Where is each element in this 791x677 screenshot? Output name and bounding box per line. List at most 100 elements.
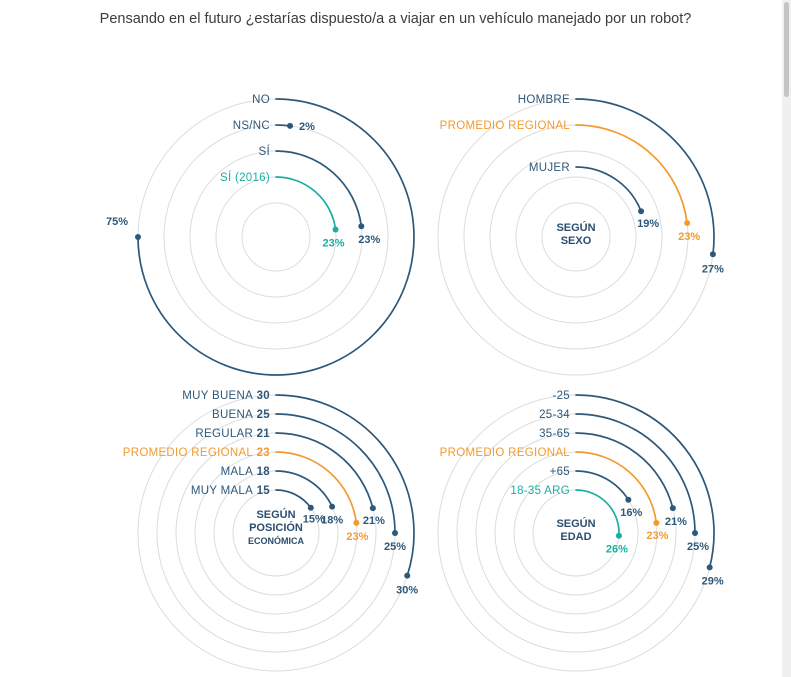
category-name: -25 xyxy=(552,390,570,402)
category-value: 25 xyxy=(253,409,270,421)
category-label: MUY MALA 15 xyxy=(191,485,270,497)
category-label: REGULAR 21 xyxy=(195,428,270,440)
value-dot xyxy=(392,530,398,536)
category-label: PROMEDIO REGIONAL 23 xyxy=(123,447,270,459)
value-dot xyxy=(353,519,360,526)
category-name: 35-65 xyxy=(539,428,570,440)
category-name: PROMEDIO REGIONAL xyxy=(440,120,571,132)
value-arc xyxy=(575,413,696,534)
category-label: +65 xyxy=(550,466,570,478)
series-item: PROMEDIO REGIONAL 23% xyxy=(440,120,701,243)
category-label: MALA 18 xyxy=(221,466,271,478)
value-label: 30% xyxy=(396,585,418,597)
center-label: SEGÚN xyxy=(556,517,595,530)
category-name: MUJER xyxy=(529,162,570,174)
value-arc xyxy=(275,150,363,228)
background-ring xyxy=(489,150,663,324)
value-arc xyxy=(575,394,715,569)
value-arc xyxy=(575,470,630,501)
series-item: SÍ 23% xyxy=(259,145,381,246)
background-ring xyxy=(163,124,389,350)
series-item: PROMEDIO REGIONAL 23% xyxy=(440,447,669,542)
category-label: MUY BUENA 30 xyxy=(182,390,270,402)
value-dot xyxy=(332,226,339,233)
series-item: NS/NC 2% xyxy=(233,120,315,133)
value-dot xyxy=(615,532,622,539)
category-name: BUENA xyxy=(212,409,253,421)
series-item: 35-65 21% xyxy=(539,428,687,528)
chart-title: Pensando en el futuro ¿estarías dispuest… xyxy=(99,11,692,27)
value-arc xyxy=(275,176,337,231)
category-name: NS/NC xyxy=(233,120,270,132)
value-dot xyxy=(684,219,691,226)
value-label: 15% xyxy=(303,514,325,526)
value-label: 29% xyxy=(702,575,724,587)
center-label: EDAD xyxy=(560,531,591,543)
category-label: 18-35 ARG xyxy=(510,485,570,497)
category-value: 18 xyxy=(253,466,270,478)
series-item: MUY MALA 15 15% xyxy=(191,485,325,526)
category-name: MUY MALA xyxy=(191,485,253,497)
category-name: REGULAR xyxy=(195,428,253,440)
value-label: 18% xyxy=(321,515,343,527)
scrollbar[interactable] xyxy=(782,0,791,677)
value-label: 25% xyxy=(687,541,709,553)
value-label: 23% xyxy=(322,238,344,250)
category-name: PROMEDIO REGIONAL xyxy=(440,447,571,459)
category-name: MUY BUENA xyxy=(182,390,253,402)
category-value: 30 xyxy=(253,390,270,402)
value-label: 23% xyxy=(678,231,700,243)
series-item: -25 29% xyxy=(552,390,723,587)
category-name: MALA xyxy=(221,466,254,478)
value-label: 21% xyxy=(363,515,385,527)
value-dot xyxy=(404,572,411,579)
series-item: PROMEDIO REGIONAL 23 23% xyxy=(123,447,369,543)
category-name: SÍ xyxy=(259,145,271,158)
series-item: MALA 18 18% xyxy=(221,466,344,527)
value-arc xyxy=(575,98,715,256)
category-label: PROMEDIO REGIONAL xyxy=(440,447,571,459)
value-label: 23% xyxy=(358,234,380,246)
value-dot xyxy=(706,564,713,571)
value-dot xyxy=(653,519,660,526)
value-dot xyxy=(638,208,645,215)
category-name: HOMBRE xyxy=(518,94,570,106)
value-label: 21% xyxy=(665,516,687,528)
radial-chart-4: SEGÚNEDAD-2529%25-3425%35-6521%PROMEDIO … xyxy=(437,390,724,672)
value-arc xyxy=(275,432,374,509)
category-label: 25-34 xyxy=(539,409,570,421)
background-ring xyxy=(541,202,611,272)
category-name: 18-35 ARG xyxy=(510,485,570,497)
value-arc xyxy=(575,124,688,224)
category-label: -25 xyxy=(552,390,570,402)
value-arc xyxy=(575,451,658,524)
series-item: HOMBRE 27% xyxy=(518,94,724,275)
value-arc xyxy=(275,451,358,524)
category-label: NS/NC xyxy=(233,120,270,132)
value-label: 25% xyxy=(384,541,406,553)
value-label: 2% xyxy=(299,121,315,133)
value-dot xyxy=(709,251,716,258)
value-label: 16% xyxy=(620,507,642,519)
series-item: 18-35 ARG 26% xyxy=(510,485,628,556)
series-item: 25-34 25% xyxy=(539,409,709,553)
value-label: 27% xyxy=(702,263,724,275)
category-value: 23 xyxy=(253,447,270,459)
category-name: SÍ (2016) xyxy=(220,171,270,184)
value-dot xyxy=(287,122,294,129)
background-ring xyxy=(241,202,311,272)
category-label: NO xyxy=(252,94,270,106)
scrollbar-thumb[interactable] xyxy=(784,2,789,97)
center-label: POSICIÓN xyxy=(249,521,303,534)
series-item: SÍ (2016) 23% xyxy=(220,171,345,250)
category-label: 35-65 xyxy=(539,428,570,440)
category-name: +65 xyxy=(550,466,570,478)
radial-chart-1: NO 75% NS/NC 2% SÍ 23% SÍ (2016) 23% xyxy=(106,94,415,376)
value-dot xyxy=(307,504,314,511)
category-label: BUENA 25 xyxy=(212,409,270,421)
value-label: 23% xyxy=(346,531,368,543)
center-label: ECONÓMICA xyxy=(248,535,305,546)
value-arc xyxy=(575,166,642,213)
